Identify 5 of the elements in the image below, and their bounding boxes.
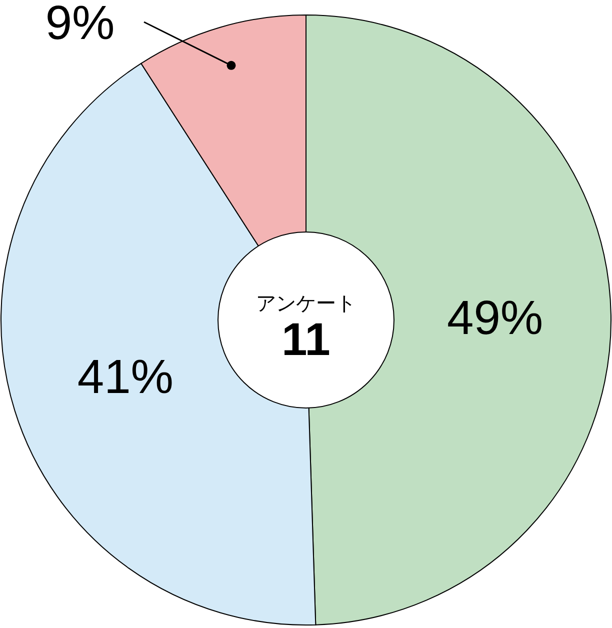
data-label: 9% [45,0,115,50]
text: 11 [282,313,330,365]
text: アンケート [256,293,356,315]
data-label: 49% [447,292,544,345]
data-label: 41% [77,351,174,404]
